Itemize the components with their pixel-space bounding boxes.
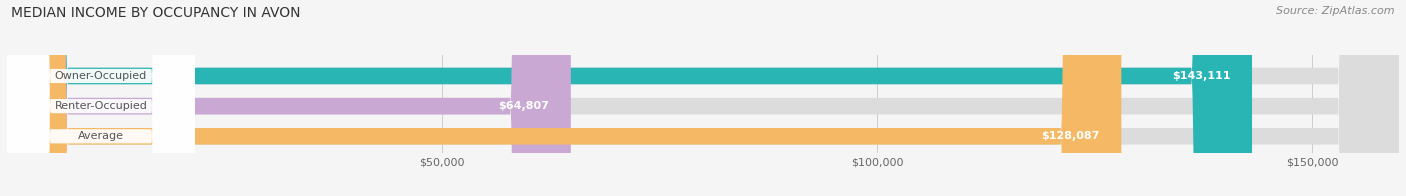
FancyBboxPatch shape — [7, 0, 195, 196]
Text: Owner-Occupied: Owner-Occupied — [55, 71, 148, 81]
FancyBboxPatch shape — [7, 0, 1399, 196]
Text: MEDIAN INCOME BY OCCUPANCY IN AVON: MEDIAN INCOME BY OCCUPANCY IN AVON — [11, 6, 301, 20]
FancyBboxPatch shape — [7, 0, 1251, 196]
FancyBboxPatch shape — [7, 0, 1399, 196]
Text: $143,111: $143,111 — [1171, 71, 1230, 81]
FancyBboxPatch shape — [7, 0, 1122, 196]
Text: Source: ZipAtlas.com: Source: ZipAtlas.com — [1277, 6, 1395, 16]
FancyBboxPatch shape — [7, 0, 1399, 196]
Text: Renter-Occupied: Renter-Occupied — [55, 101, 148, 111]
Text: Average: Average — [77, 131, 124, 141]
Text: $128,087: $128,087 — [1042, 131, 1099, 141]
FancyBboxPatch shape — [7, 0, 195, 196]
FancyBboxPatch shape — [7, 0, 571, 196]
FancyBboxPatch shape — [7, 0, 195, 196]
Text: $64,807: $64,807 — [498, 101, 550, 111]
